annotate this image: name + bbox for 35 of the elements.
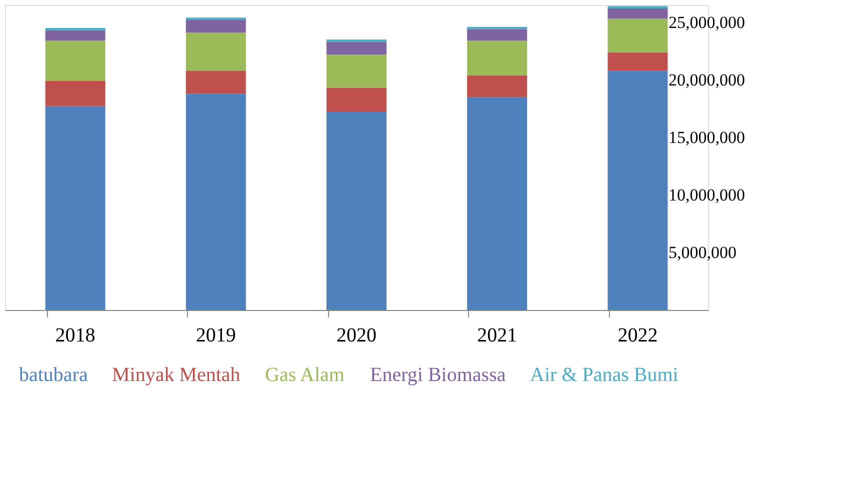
bar [45,40,106,81]
text: Energi Biomassa [370,364,506,386]
x-tick-label: 2018 [55,324,96,346]
bar [45,30,106,41]
bar [467,40,528,76]
text: Minyak Mentah [112,364,240,386]
y-tick-label: 25,000,000 [668,12,745,32]
bar [326,112,386,310]
bar [467,97,528,310]
y-tick-label: 10,000,000 [668,185,745,204]
bar [326,88,386,112]
text: batubara [19,364,88,386]
bar [467,29,528,41]
bar [326,54,386,88]
bar [326,42,386,54]
bar [45,80,106,106]
bar [608,18,668,52]
text: Air & Panas Bumi [530,364,679,386]
y-tick-label: 15,000,000 [668,128,745,147]
x-tick-label: 2022 [618,324,658,346]
bar [608,8,668,19]
x-tick-label: 2019 [196,324,236,346]
y-tick-label: 5,000,000 [668,242,736,262]
bar [467,75,528,98]
bar [186,32,246,71]
y-tick-label: 20,000,000 [668,70,745,90]
bar [45,106,106,310]
x-tick-label: 2020 [336,324,376,346]
bar [186,94,246,310]
text: Gas Alam [265,364,345,386]
x-tick-label: 2021 [477,324,518,346]
bar [186,70,246,94]
bar [608,70,668,310]
bar [186,20,246,33]
bar [608,52,668,71]
